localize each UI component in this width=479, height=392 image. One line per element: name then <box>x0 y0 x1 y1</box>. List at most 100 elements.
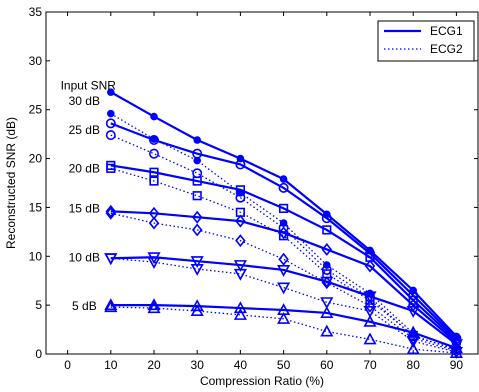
tick-layer: 0 10 20 30 40 50 60 70 80 90 0 5 10 15 20 25 30 35 <box>29 5 478 372</box>
y-tick-label: 0 <box>35 347 42 361</box>
marker-triangle-up <box>147 298 161 311</box>
marker-diamond <box>364 299 376 313</box>
y-tick-label: 30 <box>29 54 43 68</box>
marker-square <box>192 176 202 186</box>
marker-triangle-up <box>104 298 118 311</box>
marker-circle <box>321 213 332 224</box>
marker-diamond <box>105 204 117 218</box>
y-tick-label: 10 <box>29 249 43 263</box>
marker-triangle-up <box>190 299 204 312</box>
marker-triangle-up <box>104 300 118 313</box>
series-line <box>110 256 458 346</box>
marker-square <box>235 185 246 195</box>
x-tick-label: 40 <box>234 358 248 372</box>
series-line <box>110 257 457 353</box>
marker-circle <box>278 182 289 193</box>
x-tick-label: 20 <box>147 358 161 372</box>
annotation-layer: Input SNR 30 dB 25 dB 20 dB 15 dB 10 dB 5 dB <box>61 78 117 313</box>
marker-triangle-down <box>320 297 334 310</box>
marker-triangle-down <box>104 253 118 266</box>
marker-triangle-up <box>320 306 334 318</box>
marker-triangle-up <box>406 325 420 338</box>
marker-square <box>192 191 202 201</box>
x-tick-label: 10 <box>104 358 118 372</box>
marker-triangle-up <box>320 324 334 337</box>
x-tick-label: 0 <box>64 358 71 372</box>
marker-circle <box>149 148 160 159</box>
marker-triangle-up <box>363 314 377 327</box>
marker-triangle-up <box>233 308 247 320</box>
marker-dot <box>107 109 115 118</box>
marker-square <box>322 225 332 235</box>
marker-triangle-up <box>147 301 161 314</box>
series-line <box>110 306 457 354</box>
marker-triangle-down <box>233 268 247 281</box>
marker-circle <box>235 159 246 170</box>
series-line <box>110 210 458 344</box>
marker-triangle-down <box>449 339 463 352</box>
series-line <box>110 122 458 340</box>
marker-dot <box>107 88 115 96</box>
annotation-label: 30 dB <box>69 94 100 108</box>
x-tick-label: 70 <box>363 358 377 372</box>
marker-square <box>149 167 159 177</box>
plot-area <box>45 11 479 355</box>
marker-triangle-up <box>363 332 377 345</box>
marker-triangle-down <box>277 282 291 295</box>
marker-triangle-down <box>147 257 161 270</box>
marker-square <box>149 176 159 186</box>
marker-circle <box>105 118 116 129</box>
marker-dot <box>193 136 201 144</box>
annotation-label: 20 dB <box>69 161 100 175</box>
marker-diamond <box>278 226 289 240</box>
series-ecg2-5db <box>104 300 463 359</box>
marker-triangle-down <box>406 306 420 318</box>
x-tick-label: 50 <box>277 358 291 372</box>
marker-square <box>106 163 116 173</box>
marker-diamond <box>321 242 333 256</box>
marker-triangle-up <box>190 304 204 317</box>
marker-circle <box>149 135 160 146</box>
series-layer <box>104 88 463 359</box>
series-line <box>110 304 457 350</box>
marker-triangle-up <box>449 346 463 359</box>
marker-circle <box>192 148 203 159</box>
marker-diamond <box>148 216 160 230</box>
x-tick-label: 80 <box>407 358 421 372</box>
y-tick-label: 25 <box>29 103 43 117</box>
marker-diamond <box>191 223 203 237</box>
marker-diamond <box>105 206 117 220</box>
annotation-label: 10 dB <box>69 250 100 264</box>
marker-dot <box>150 112 158 121</box>
marker-diamond <box>235 214 246 228</box>
marker-square <box>278 203 289 214</box>
marker-triangle-down <box>190 263 204 276</box>
annotation-label: 25 dB <box>69 123 100 137</box>
legend: ECG1 ECG2 <box>377 20 475 62</box>
annotation-label: 15 dB <box>69 201 100 215</box>
marker-diamond <box>191 210 203 224</box>
y-tick-label: 15 <box>29 200 43 214</box>
legend-label-ecg1: ECG1 <box>430 24 463 38</box>
marker-triangle-down <box>320 276 334 289</box>
marker-diamond <box>235 234 246 248</box>
legend-box <box>377 20 475 62</box>
x-tick-label: 90 <box>450 358 464 372</box>
marker-diamond <box>364 259 376 273</box>
series-line <box>110 164 458 342</box>
x-axis-label: Compression Ratio (%) <box>200 374 324 388</box>
y-tick-label: 35 <box>29 5 43 19</box>
x-tick-label: 60 <box>320 358 334 372</box>
annotation-label: 5 dB <box>72 299 97 313</box>
marker-triangle-down <box>233 260 247 272</box>
legend-label-ecg2: ECG2 <box>430 42 463 56</box>
marker-triangle-down <box>190 256 204 269</box>
marker-triangle-down <box>277 264 291 277</box>
y-axis-label: Reconstructed SNR (dB) <box>4 117 18 249</box>
marker-triangle-up <box>277 311 291 324</box>
marker-dot <box>279 175 288 183</box>
y-tick-label: 5 <box>35 298 42 312</box>
marker-diamond <box>278 252 289 266</box>
annotation-label: Input SNR <box>61 78 117 92</box>
